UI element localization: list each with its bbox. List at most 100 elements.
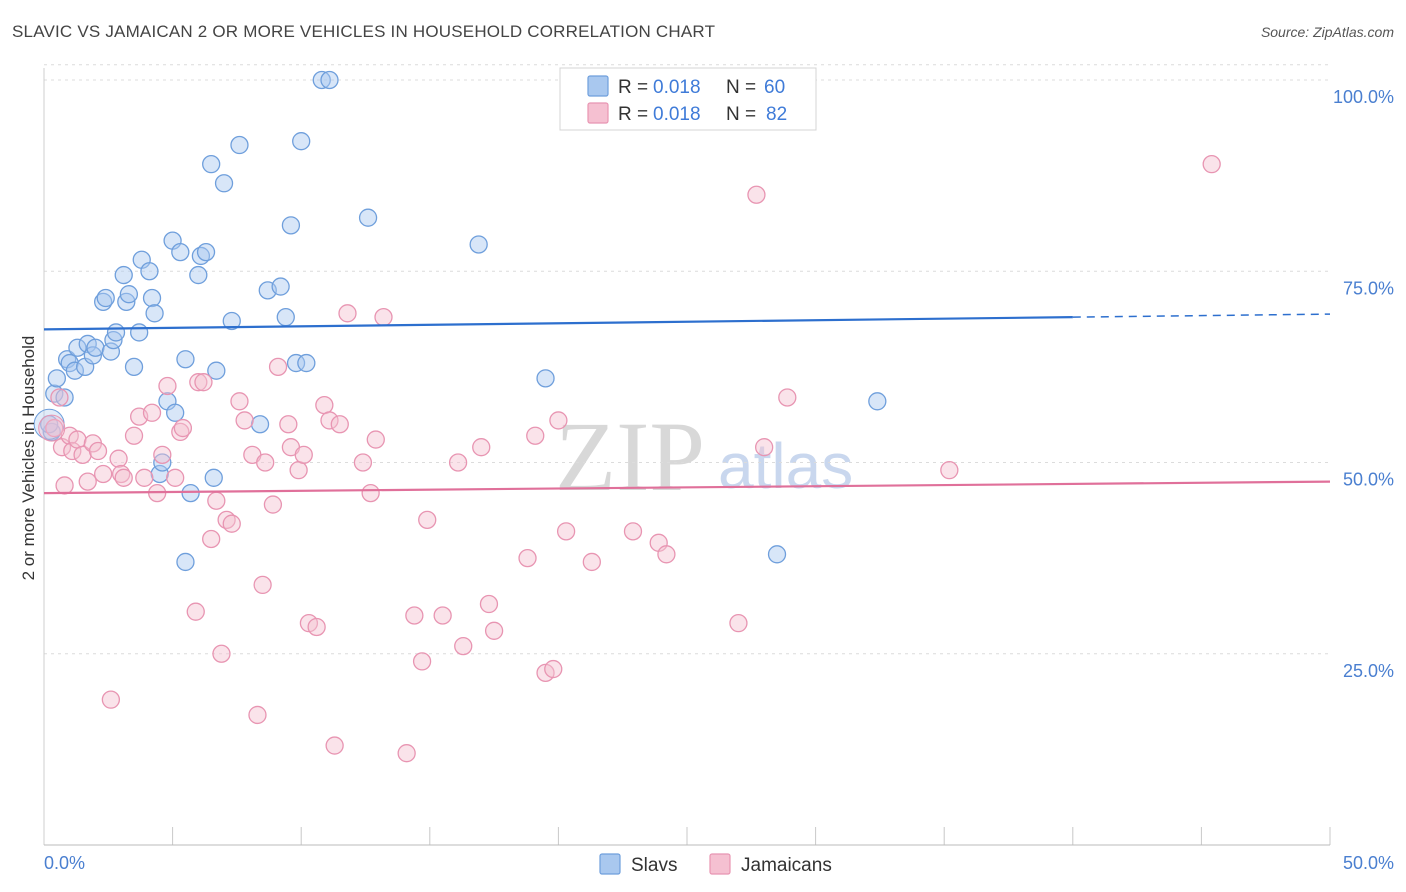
slavs-series: [33, 70, 887, 572]
jamaicans-point: [114, 468, 133, 487]
jamaicans-point: [109, 449, 128, 468]
slavs-point: [868, 392, 887, 411]
slavs-trend-line: [43, 316, 1073, 331]
jamaicans-point: [1202, 154, 1221, 174]
jamaicans-point: [202, 529, 221, 549]
bottom-legend-jamaicans-label: Jamaicans: [741, 855, 832, 876]
legend-jamaicans-swatch: [587, 102, 609, 124]
jamaicans-point: [729, 614, 748, 633]
jamaicans-point: [307, 617, 326, 637]
slavs-point: [145, 304, 164, 323]
slavs-point: [68, 338, 87, 357]
jamaicans-point: [940, 460, 959, 480]
jamaicans-point: [330, 415, 349, 434]
slavs-point: [214, 174, 234, 193]
slavs-point: [292, 132, 311, 151]
jamaicans-point: [582, 552, 601, 572]
slavs-point: [142, 288, 162, 308]
jamaicans-point: [248, 705, 267, 725]
legend-slavs-n-label: N =: [726, 77, 756, 98]
x-tick-label-min: 0.0%: [44, 853, 85, 873]
jamaicans-point: [484, 621, 504, 640]
jamaicans-point: [778, 388, 797, 407]
bottom-legend-slavs-swatch: [599, 853, 621, 875]
slavs-point: [124, 357, 144, 377]
slavs-point: [47, 369, 67, 388]
slavs-point: [222, 311, 241, 331]
watermark-zip: ZIP: [555, 401, 705, 512]
slavs-point: [469, 235, 488, 254]
jamaicans-point: [230, 392, 249, 411]
jamaicans-point: [189, 373, 208, 392]
slavs-point: [204, 468, 223, 487]
slavs-point: [286, 353, 306, 373]
slavs-point: [166, 403, 185, 422]
jamaicans-trend-line: [43, 480, 1331, 495]
slavs-point: [202, 154, 221, 174]
jamaicans-point: [256, 453, 275, 472]
jamaicans-point: [479, 594, 499, 614]
slavs-point: [358, 208, 378, 227]
jamaicans-point: [433, 606, 452, 625]
jamaicans-point: [366, 430, 385, 449]
jamaicans-point: [158, 376, 177, 396]
slavs-point: [230, 135, 249, 155]
jamaicans-point: [50, 388, 69, 407]
slavs-point: [312, 70, 331, 90]
jamaicans-point: [153, 445, 172, 465]
jamaicans-point: [186, 602, 205, 621]
slavs-point: [140, 262, 159, 281]
jamaicans-point: [124, 426, 144, 445]
jamaicans-point: [623, 522, 643, 541]
y-tick-label: 100.0%: [1333, 87, 1394, 107]
chart-source: Source: ZipAtlas.com: [1260, 24, 1394, 40]
y-tick-label: 50.0%: [1343, 470, 1394, 490]
slavs-point: [130, 323, 149, 342]
jamaicans-point: [397, 744, 416, 763]
legend-slavs-r-label: R =: [618, 77, 648, 98]
jamaicans-point: [253, 575, 272, 595]
jamaicans-point: [405, 606, 424, 625]
legend-jamaicans-r-label: R =: [618, 104, 648, 125]
jamaicans-point: [320, 411, 339, 430]
jamaicans-point: [544, 659, 563, 679]
jamaicans-point: [755, 438, 774, 457]
jamaicans-point: [101, 690, 121, 709]
trend-lines: [43, 313, 1331, 495]
jamaicans-point: [412, 652, 432, 671]
axis-layer: [43, 68, 1330, 846]
jamaicans-point: [268, 357, 288, 377]
jamaicans-point: [454, 636, 473, 656]
jamaicans-point: [361, 483, 380, 503]
jamaicans-point: [657, 545, 676, 564]
jamaicans-point: [166, 468, 185, 487]
slavs-point: [86, 338, 105, 357]
jamaicans-point: [63, 441, 82, 461]
x-tick-label-max: 50.0%: [1343, 853, 1394, 873]
jamaicans-point: [747, 185, 766, 204]
bottom-legend: Slavs Jamaicans: [599, 853, 832, 876]
slavs-point: [767, 545, 787, 564]
watermark-atlas: atlas: [718, 430, 853, 502]
bottom-legend-jamaicans-swatch: [709, 853, 731, 875]
jamaicans-series: [38, 154, 1221, 763]
slavs-point: [171, 242, 190, 262]
jamaicans-point: [263, 495, 283, 514]
slavs-point: [207, 361, 226, 380]
slavs-point: [271, 277, 290, 296]
jamaicans-point: [194, 373, 213, 392]
jamaicans-point: [135, 468, 154, 487]
jamaicans-point: [549, 411, 568, 430]
jamaicans-point: [353, 453, 373, 472]
jamaicans-point: [518, 548, 537, 568]
chart-title: SLAVIC VS JAMAICAN 2 OR MORE VEHICLES IN…: [12, 22, 716, 41]
legend-slavs-n-value: 60: [764, 77, 785, 98]
jamaicans-point: [68, 430, 87, 449]
slavs-point: [119, 285, 139, 304]
slavs-point: [153, 453, 172, 472]
slavs-point: [196, 242, 216, 262]
legend-jamaicans-n-value: 82: [766, 104, 787, 125]
slavs-trend-extension: [1072, 313, 1331, 318]
jamaicans-point: [325, 736, 344, 755]
